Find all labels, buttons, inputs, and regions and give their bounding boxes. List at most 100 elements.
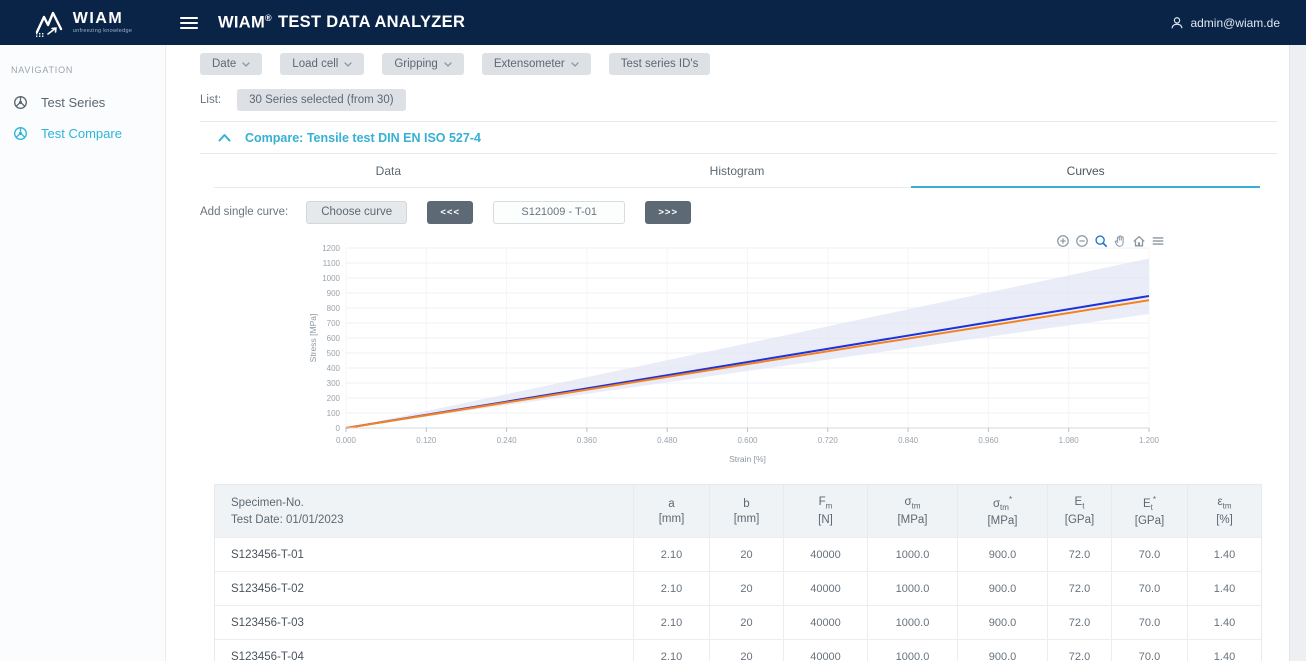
filter-button-date[interactable]: Date	[200, 53, 263, 75]
column-header-σtm: σtm [MPa]	[867, 485, 957, 537]
vertical-scrollbar[interactable]	[1289, 45, 1306, 661]
box-zoom-icon[interactable]	[1094, 234, 1108, 248]
compare-title: Compare: Tensile test DIN EN ISO 527-4	[245, 130, 481, 145]
value-cell: 1000.0	[867, 640, 957, 661]
svg-text:0.840: 0.840	[898, 436, 919, 445]
table-row-s123456-t-04[interactable]: S123456-T-04 2.10 20 40000 1000.0 900.0 72.0 70…	[215, 639, 1261, 661]
value-cell: 900.0	[957, 572, 1047, 605]
column-header-a: a [mm]	[633, 485, 709, 537]
svg-text:400: 400	[327, 364, 341, 373]
value-cell: 40000	[783, 640, 867, 661]
zoom-in-icon[interactable]	[1056, 234, 1070, 248]
tab-curves[interactable]: Curves	[911, 154, 1260, 188]
zoom-out-icon[interactable]	[1075, 234, 1089, 248]
value-cell: 1000.0	[867, 572, 957, 605]
wheel-icon	[14, 96, 27, 109]
svg-text:0.480: 0.480	[657, 436, 678, 445]
svg-text:800: 800	[327, 304, 341, 313]
value-cell: 900.0	[957, 606, 1047, 639]
user-email: admin@wiam.de	[1190, 15, 1280, 30]
pan-icon[interactable]	[1113, 234, 1127, 248]
user-account-menu[interactable]: admin@wiam.de	[1170, 16, 1280, 30]
specimen-cell: S123456-T-01	[231, 548, 304, 561]
filter-button-extensometer[interactable]: Extensometer	[481, 53, 591, 75]
previous-curve-button[interactable]: <<<	[427, 200, 474, 224]
svg-text:600: 600	[327, 334, 341, 343]
value-cell: 40000	[783, 606, 867, 639]
value-cell: 1000.0	[867, 606, 957, 639]
svg-text:300: 300	[327, 379, 341, 388]
value-cell: 20	[709, 640, 783, 661]
value-cell: 20	[709, 572, 783, 605]
table-row-s123456-t-02[interactable]: S123456-T-02 2.10 20 40000 1000.0 900.0 72.0 70…	[215, 571, 1261, 605]
next-curve-button[interactable]: >>>	[645, 200, 692, 224]
add-curve-label: Add single curve:	[200, 206, 289, 218]
collapse-chevron-icon	[218, 134, 231, 142]
filter-button-load-cell[interactable]: Load cell	[280, 53, 365, 75]
results-table: Specimen-No. Test Date: 01/01/2023 a [mm] b[…	[214, 484, 1262, 661]
series-selected-button[interactable]: 30 Series selected (from 30)	[237, 89, 406, 111]
column-header-σtm-star: σtm* [MPa]	[957, 485, 1047, 537]
specimen-cell: S123456-T-03	[231, 616, 304, 629]
compare-tabs: Data Histogram Curves	[214, 154, 1260, 188]
app-header: WIAM unfreezing knowledge WIAM® TEST DATA…	[0, 0, 1306, 45]
tab-data[interactable]: Data	[375, 163, 402, 178]
svg-text:Strain [%]: Strain [%]	[729, 454, 766, 464]
value-cell: 40000	[783, 538, 867, 571]
hamburger-menu-icon[interactable]	[180, 14, 202, 32]
add-curve-row: Add single curve: Choose curve <<< S1210…	[200, 200, 1277, 224]
value-cell: 1.40	[1187, 606, 1261, 639]
value-cell: 2.10	[633, 538, 709, 571]
table-row-s123456-t-03[interactable]: S123456-T-03 2.10 20 40000 1000.0 900.0 72.0 70…	[215, 605, 1261, 639]
scatter-band	[346, 258, 1149, 428]
value-cell: 70.0	[1111, 538, 1187, 571]
table-row-s123456-t-01[interactable]: S123456-T-01 2.10 20 40000 1000.0 900.0 72.0 70…	[215, 537, 1261, 571]
sidebar: NAVIGATION Test Series Test Compare	[0, 45, 166, 661]
table-header-row: Specimen-No. Test Date: 01/01/2023 a [mm] b[…	[215, 485, 1261, 537]
svg-text:0.360: 0.360	[577, 436, 598, 445]
value-cell: 72.0	[1047, 538, 1111, 571]
value-cell: 70.0	[1111, 572, 1187, 605]
value-cell: 72.0	[1047, 640, 1111, 661]
sidebar-section-label: NAVIGATION	[11, 65, 74, 75]
column-header-specimen: Specimen-No. Test Date: 01/01/2023	[231, 496, 344, 526]
svg-text:0.720: 0.720	[818, 436, 839, 445]
filter-button-test-series-id-s[interactable]: Test series ID's	[608, 53, 711, 75]
svg-text:Stress [MPa]: Stress [MPa]	[308, 314, 318, 363]
current-curve-field[interactable]: S121009 - T-01	[493, 200, 626, 224]
svg-text:200: 200	[327, 394, 341, 403]
filter-button-gripping[interactable]: Gripping	[382, 53, 464, 75]
sidebar-item-test-series[interactable]: Test Series	[0, 87, 165, 118]
main-content: Date Load cell Gripping Extensometer Test se…	[166, 45, 1289, 661]
svg-text:500: 500	[327, 349, 341, 358]
value-cell: 2.10	[633, 640, 709, 661]
wiam-logo[interactable]: WIAM unfreezing knowledge	[0, 0, 166, 45]
column-header-εtm: εtm [%]	[1187, 485, 1261, 537]
stress-strain-chart[interactable]: 0.000 0.120 0.240 0.360 0.480 0.600 0.720 0.840…	[304, 232, 1174, 472]
choose-curve-button[interactable]: Choose curve	[306, 200, 408, 224]
svg-text:100: 100	[327, 409, 341, 418]
sidebar-item-test-compare[interactable]: Test Compare	[0, 118, 165, 149]
modebar-menu-icon[interactable]	[1151, 234, 1165, 248]
chevron-down-icon	[444, 62, 452, 67]
divider	[200, 153, 1277, 154]
column-header-Et: Et [GPa]	[1047, 485, 1111, 537]
home-icon[interactable]	[1132, 234, 1146, 248]
svg-text:0.960: 0.960	[978, 436, 999, 445]
value-cell: 1000.0	[867, 538, 957, 571]
value-cell: 1.40	[1187, 572, 1261, 605]
chevron-down-icon	[571, 62, 579, 67]
value-cell: 2.10	[633, 572, 709, 605]
value-cell: 70.0	[1111, 640, 1187, 661]
svg-text:0: 0	[336, 424, 341, 433]
wheel-icon	[14, 127, 27, 140]
page-title: WIAM® TEST DATA ANALYZER	[218, 12, 466, 32]
tab-histogram[interactable]: Histogram	[709, 163, 765, 178]
chart-modebar	[1056, 234, 1165, 248]
value-cell: 900.0	[957, 538, 1047, 571]
value-cell: 40000	[783, 572, 867, 605]
compare-panel-header[interactable]: Compare: Tensile test DIN EN ISO 527-4	[200, 122, 1277, 153]
curve-1	[345, 299, 1150, 429]
column-header-Fm: Fm [N]	[783, 485, 867, 537]
